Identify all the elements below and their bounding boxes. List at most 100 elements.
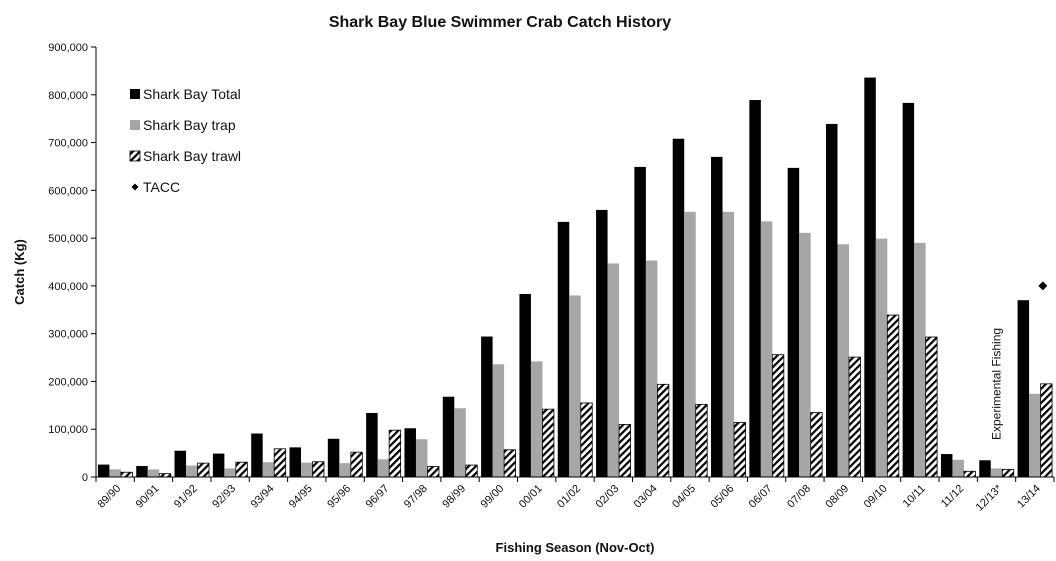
x-tick-label: 95/96 — [325, 483, 353, 511]
x-tick-label: 10/11 — [901, 483, 928, 510]
bar-shark-bay-trap — [722, 211, 735, 478]
bar-shark-bay-trap — [914, 242, 926, 477]
bar-shark-bay-trawl — [465, 464, 478, 478]
bar-shark-bay-trawl — [848, 356, 861, 478]
x-tick-label: 92/93 — [210, 483, 238, 511]
bar-shark-bay-trawl — [273, 448, 287, 478]
bar-shark-bay-total — [825, 123, 838, 477]
bar-shark-bay-total — [864, 77, 876, 478]
bar-shark-bay-trawl — [197, 462, 210, 478]
legend-swatch-tacc — [131, 183, 139, 191]
x-tick-label: 12/13* — [974, 482, 1005, 513]
bar-shark-bay-trap — [799, 232, 811, 477]
bar-shark-bay-trawl — [235, 461, 248, 478]
chart-title: Shark Bay Blue Swimmer Crab Catch Histor… — [329, 14, 671, 31]
bar-shark-bay-total — [442, 396, 455, 477]
x-tick-label: 09/10 — [862, 483, 890, 511]
bar-shark-bay-trap — [492, 364, 505, 477]
x-tick-label: 02/03 — [593, 483, 621, 511]
x-tick-label: 04/05 — [670, 483, 698, 511]
bar-shark-bay-trawl — [618, 424, 631, 478]
bar-shark-bay-trap — [454, 408, 466, 477]
y-tick-label: 300,000 — [48, 329, 88, 341]
bar-shark-bay-total — [902, 102, 915, 478]
bar-shark-bay-total — [212, 453, 225, 477]
bar-shark-bay-trawl — [350, 451, 363, 478]
x-tick-label: 11/12 — [939, 483, 966, 510]
x-tick-label: 93/94 — [249, 483, 277, 511]
y-tick-label: 400,000 — [48, 281, 88, 293]
bar-shark-bay-trawl — [695, 403, 708, 478]
bar-shark-bay-total — [596, 209, 608, 477]
bar-shark-bay-trawl — [771, 354, 785, 478]
y-tick-label: 100,000 — [48, 424, 88, 436]
y-tick-label: 0 — [82, 472, 88, 484]
bar-shark-bay-trap — [875, 238, 888, 477]
bar-shark-bay-trap — [569, 295, 581, 477]
bar-shark-bay-trawl — [733, 422, 746, 478]
bar-shark-bay-trawl — [312, 461, 325, 478]
legend-label-shark-bay-total: Shark Bay Total — [143, 86, 241, 102]
bar-shark-bay-trap — [530, 361, 543, 477]
bar-shark-bay-trawl — [120, 471, 133, 478]
bar-shark-bay-trap — [684, 211, 696, 478]
bar-shark-bay-trawl — [925, 336, 938, 478]
legend-label-tacc: TACC — [143, 179, 180, 195]
bar-shark-bay-trap — [760, 221, 773, 477]
x-tick-label: 98/99 — [440, 483, 468, 511]
bar-shark-bay-total — [289, 447, 302, 477]
bar-shark-bay-total — [711, 156, 723, 477]
bar-shark-bay-total — [519, 294, 531, 477]
x-tick-label: 07/08 — [785, 483, 813, 511]
x-tick-label: 89/90 — [95, 483, 123, 511]
bar-shark-bay-trawl — [542, 408, 555, 478]
bar-shark-bay-trawl — [1040, 383, 1053, 478]
bar-shark-bay-trap — [186, 465, 198, 477]
tacc-marker — [1038, 281, 1048, 291]
bar-shark-bay-trap — [990, 468, 1003, 477]
y-tick-label: 700,000 — [48, 138, 88, 150]
x-tick-label: 96/97 — [364, 483, 392, 511]
legend-swatch-shark-bay-total — [130, 89, 140, 99]
bar-shark-bay-total — [672, 138, 685, 477]
bar-shark-bay-trawl — [427, 466, 440, 478]
bar-shark-bay-total — [634, 166, 646, 477]
x-tick-label: 08/09 — [823, 483, 851, 511]
legend-swatch-shark-bay-trawl — [129, 150, 141, 162]
bar-shark-bay-trap — [645, 260, 658, 477]
bar-shark-bay-trawl — [503, 449, 517, 478]
bar-shark-bay-trap — [301, 462, 313, 477]
bar-shark-bay-trap — [1029, 393, 1041, 477]
bar-shark-bay-total — [404, 428, 416, 477]
bar-shark-bay-trawl — [963, 470, 976, 478]
bar-shark-bay-trawl — [1001, 468, 1015, 478]
bar-shark-bay-total — [174, 450, 187, 477]
bar-shark-bay-trap — [339, 463, 351, 477]
bar-shark-bay-total — [327, 438, 340, 477]
bar-shark-bay-total — [557, 221, 570, 477]
bar-shark-bay-total — [940, 454, 953, 477]
bar-shark-bay-trap — [952, 459, 964, 477]
bar-shark-bay-total — [787, 167, 800, 477]
x-tick-label: 03/04 — [632, 483, 660, 511]
x-tick-label: 05/06 — [708, 483, 736, 511]
x-tick-label: 00/01 — [517, 483, 545, 511]
bar-shark-bay-total — [97, 464, 110, 477]
x-tick-label: 13/14 — [1015, 483, 1043, 511]
bar-shark-bay-trawl — [810, 412, 823, 478]
bar-shark-bay-trap — [147, 469, 160, 477]
x-axis-title: Fishing Season (Nov-Oct) — [496, 540, 655, 555]
bar-shark-bay-trap — [415, 439, 428, 477]
bar-shark-bay-trawl — [158, 473, 172, 478]
legend-label-shark-bay-trawl: Shark Bay trawl — [143, 148, 241, 164]
x-tick-label: 06/07 — [747, 483, 775, 511]
legend-swatch-shark-bay-trap — [130, 120, 140, 130]
x-tick-label: 01/02 — [555, 483, 583, 511]
legend-label-shark-bay-trap: Shark Bay trap — [143, 117, 236, 133]
y-tick-label: 800,000 — [48, 90, 88, 102]
bar-shark-bay-trap — [377, 459, 390, 477]
bar-shark-bay-total — [136, 466, 148, 477]
y-axis-title: Catch (Kg) — [12, 239, 27, 305]
